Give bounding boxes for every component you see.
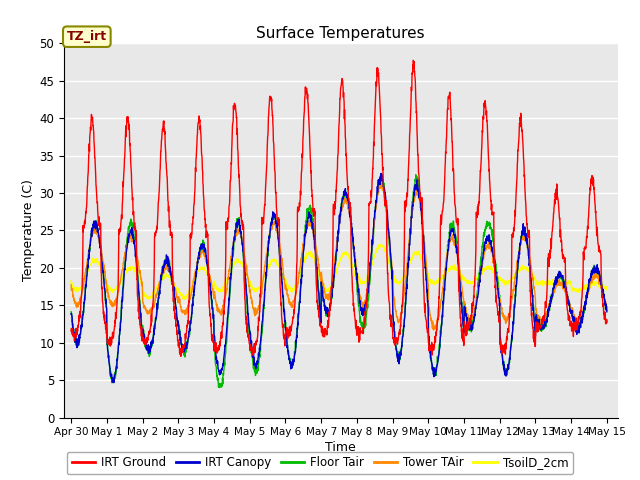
Y-axis label: Temperature (C): Temperature (C) [22,180,35,281]
X-axis label: Time: Time [325,442,356,455]
Title: Surface Temperatures: Surface Temperatures [257,25,425,41]
Legend: IRT Ground, IRT Canopy, Floor Tair, Tower TAir, TsoilD_2cm: IRT Ground, IRT Canopy, Floor Tair, Towe… [67,452,573,474]
Text: TZ_irt: TZ_irt [67,30,107,43]
